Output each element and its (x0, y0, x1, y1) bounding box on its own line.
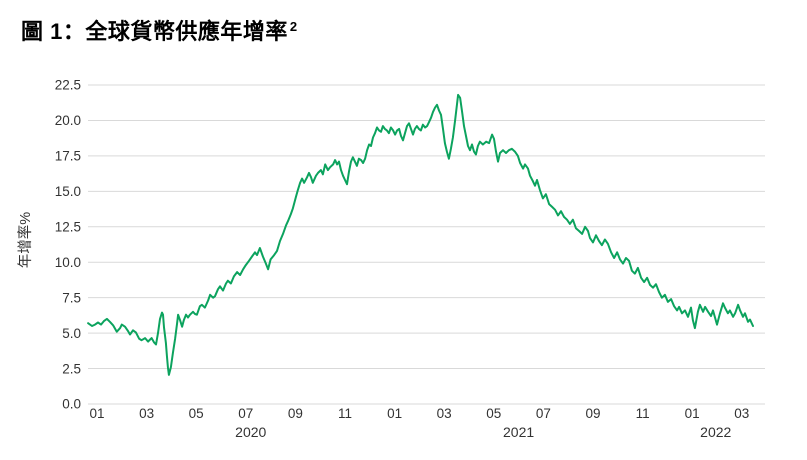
y-tick-label: 17.5 (55, 149, 81, 164)
y-tick-label: 20.0 (55, 113, 81, 128)
x-tick-label: 09 (585, 406, 600, 421)
figure-title-text: 圖 1：全球貨幣供應年增率 (21, 19, 288, 44)
x-tick-label: 09 (288, 406, 303, 421)
x-tick-labels-group: 01 03 05 07 09 11 01 03 05 07 09 11 01 03 (89, 406, 749, 421)
y-axis-title-group: 年增率% (17, 212, 34, 268)
money-supply-line (87, 93, 754, 376)
year-labels-group: 2020 2021 2022 (235, 424, 731, 440)
x-tick-label: 03 (437, 406, 452, 421)
y-tick-label: 10.0 (55, 255, 81, 270)
x-tick-label: 07 (536, 406, 551, 421)
y-tick-label: 22.5 (55, 78, 81, 93)
series-group (87, 93, 754, 376)
gridlines-group (88, 84, 765, 405)
y-tick-label: 7.5 (62, 290, 81, 305)
x-tick-label: 05 (486, 406, 501, 421)
y-tick-label: 12.5 (55, 219, 81, 234)
year-label: 2022 (700, 424, 731, 440)
y-tick-label: 5.0 (62, 326, 81, 341)
y-tick-label: 0.0 (62, 397, 81, 412)
y-axis-title: 年增率% (17, 212, 34, 268)
y-tick-label: 2.5 (62, 361, 81, 376)
x-tick-label: 07 (238, 406, 253, 421)
y-tick-labels-group: 0.0 2.5 5.0 7.5 10.0 12.5 15.0 17.5 20.0 22.5 (55, 78, 81, 412)
x-tick-label: 11 (636, 406, 650, 421)
x-tick-label: 01 (685, 406, 700, 421)
year-label: 2020 (235, 424, 266, 440)
x-tick-label: 01 (387, 406, 402, 421)
x-tick-label: 11 (338, 406, 352, 421)
x-tick-label: 05 (189, 406, 204, 421)
x-tick-label: 01 (89, 406, 104, 421)
y-tick-label: 15.0 (55, 184, 81, 199)
figure-title-footnote-marker: 2 (289, 18, 298, 34)
year-label: 2021 (503, 424, 534, 440)
x-tick-label: 03 (139, 406, 154, 421)
x-tick-label: 03 (734, 406, 749, 421)
figure-title: 圖 1：全球貨幣供應年增率 2 (21, 14, 298, 46)
